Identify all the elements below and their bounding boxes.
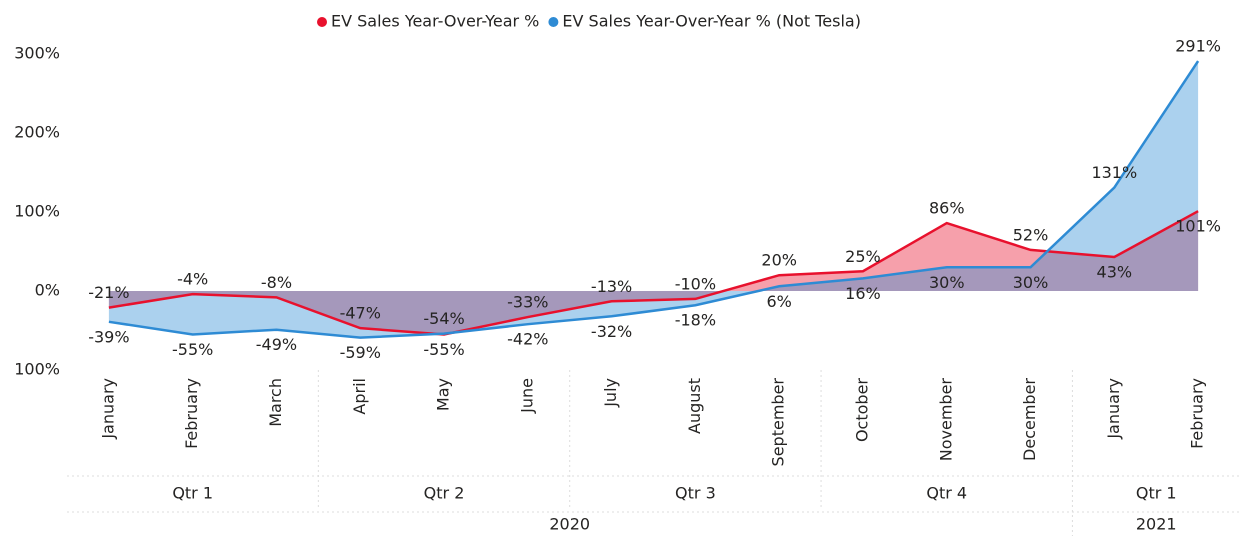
- data-label: -55%: [172, 340, 213, 359]
- area: [108, 211, 1199, 335]
- x-tick-label: June: [517, 378, 536, 414]
- x-tick-label: January: [98, 378, 117, 440]
- x-tick-label: February: [1188, 378, 1207, 449]
- legend-label: EV Sales Year-Over-Year %: [331, 12, 539, 31]
- area: [108, 61, 1199, 338]
- quarter-label: Qtr 1: [172, 484, 213, 503]
- data-label: 86%: [929, 199, 965, 218]
- data-label: 16%: [845, 284, 881, 303]
- data-label: 43%: [1097, 263, 1133, 282]
- year-label: 2020: [549, 515, 590, 534]
- legend-swatch: [317, 17, 327, 27]
- data-label: 25%: [845, 247, 881, 266]
- x-tick-label: September: [769, 378, 788, 467]
- x-tick-label: May: [434, 378, 453, 411]
- x-tick-label: July: [601, 378, 620, 408]
- year-label: 2021: [1136, 515, 1177, 534]
- data-label: -10%: [675, 274, 716, 293]
- data-label: -13%: [591, 277, 632, 296]
- line: [108, 60, 1200, 339]
- data-label: 291%: [1175, 37, 1221, 56]
- x-tick-label: December: [1020, 378, 1039, 461]
- quarter-label: Qtr 2: [424, 484, 465, 503]
- legend-swatch: [548, 17, 559, 27]
- x-tick-label: February: [182, 378, 201, 449]
- data-label: -47%: [340, 304, 381, 323]
- data-label: -8%: [261, 273, 292, 292]
- data-label: -54%: [423, 309, 464, 328]
- data-label: -4%: [177, 270, 208, 289]
- data-label: 6%: [766, 292, 791, 311]
- legend-label: EV Sales Year-Over-Year % (Not Tesla): [562, 12, 861, 31]
- quarter-label: Qtr 4: [926, 484, 967, 503]
- x-tick-label: November: [936, 378, 955, 462]
- y-tick-label: 0%: [35, 281, 60, 300]
- quarter-label: Qtr 1: [1136, 484, 1177, 503]
- line: [108, 210, 1199, 336]
- data-label: 30%: [1013, 273, 1049, 292]
- x-tick-label: August: [685, 378, 704, 434]
- x-tick-label: January: [1104, 378, 1123, 440]
- data-label: -42%: [507, 330, 548, 349]
- data-label: -32%: [591, 322, 632, 341]
- data-label: 30%: [929, 273, 965, 292]
- y-tick-label: 100%: [14, 360, 60, 379]
- data-label: -49%: [256, 335, 297, 354]
- y-tick-label: 200%: [14, 123, 60, 142]
- legend: EV Sales Year-Over-Year % EV Sales Year-O…: [317, 12, 861, 31]
- data-label: 52%: [1013, 225, 1049, 244]
- data-label: -55%: [423, 340, 464, 359]
- x-tick-label: March: [266, 378, 285, 427]
- quarter-label: Qtr 3: [675, 484, 716, 503]
- x-tick-label: April: [350, 378, 369, 415]
- x-tick-label: October: [852, 378, 871, 442]
- data-label: -59%: [340, 343, 381, 362]
- y-tick-label: 100%: [14, 202, 60, 221]
- data-label: 131%: [1091, 163, 1137, 182]
- data-label: -18%: [675, 311, 716, 330]
- data-label: 20%: [761, 251, 797, 270]
- data-label: -21%: [88, 283, 129, 302]
- data-label: 101%: [1175, 217, 1221, 236]
- y-tick-label: 300%: [14, 44, 60, 63]
- data-label: -39%: [88, 327, 129, 346]
- data-label: -33%: [507, 293, 548, 312]
